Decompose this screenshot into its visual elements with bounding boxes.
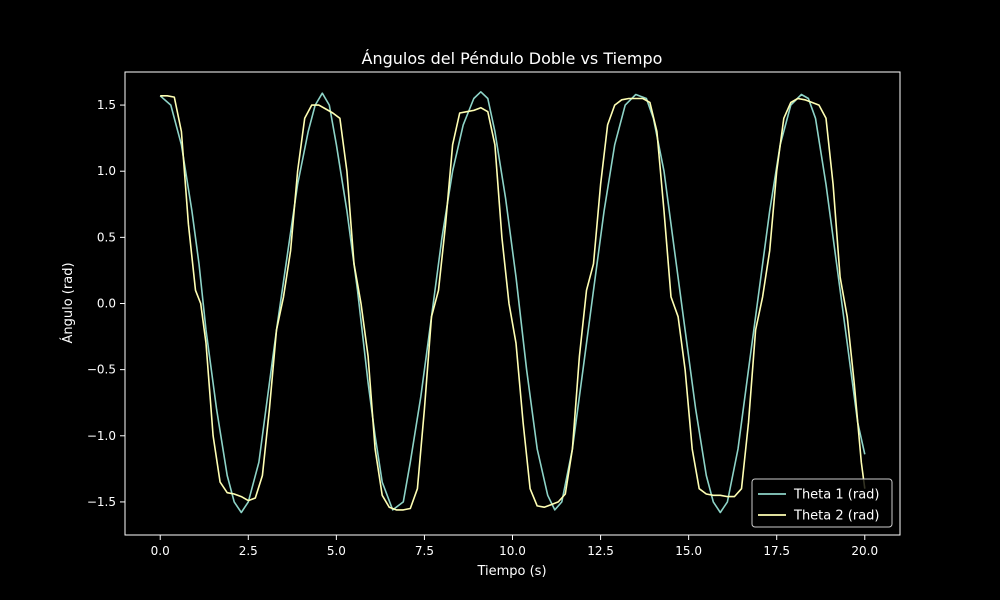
x-tick-label: 7.5 [415,544,434,558]
legend-label: Theta 2 (rad) [793,509,879,524]
x-tick-label: 15.0 [675,544,702,558]
x-tick-label: 2.5 [239,544,258,558]
series-line-theta-2 [160,95,866,511]
y-axis-label: Ángulo (rad) [60,262,76,343]
legend-box [751,478,893,528]
y-tick-label: 0.0 [97,297,116,311]
x-tick-label: 5.0 [327,544,346,558]
x-tick-label: 17.5 [763,544,790,558]
y-tick-label: −0.5 [87,363,116,377]
y-tick-label: −1.5 [87,495,116,509]
x-tick-label: 12.5 [587,544,614,558]
x-axis-label: Tiempo (s) [476,564,546,579]
plot-area [159,91,866,514]
x-tick-label: 0.0 [151,544,170,558]
y-tick-label: 0.5 [97,230,116,244]
x-tick-label: 20.0 [851,544,878,558]
chart-title: Ángulos del Péndulo Doble vs Tiempo [362,49,663,68]
y-tick-label: 1.5 [97,98,116,112]
y-tick-label: 1.0 [97,164,116,178]
y-axis: 1.5 1.0 0.5 0.0 −0.5 −1.0 −1.5 [87,98,125,509]
series-line-theta-1 [159,91,866,514]
legend: Theta 1 (rad) Theta 2 (rad) [751,478,893,528]
legend-label: Theta 1 (rad) [793,488,879,503]
y-tick-label: −1.0 [87,429,116,443]
x-axis: 0.0 2.5 5.0 7.5 10.0 12.5 15.0 17.5 20.0 [151,535,878,558]
x-tick-label: 10.0 [499,544,526,558]
